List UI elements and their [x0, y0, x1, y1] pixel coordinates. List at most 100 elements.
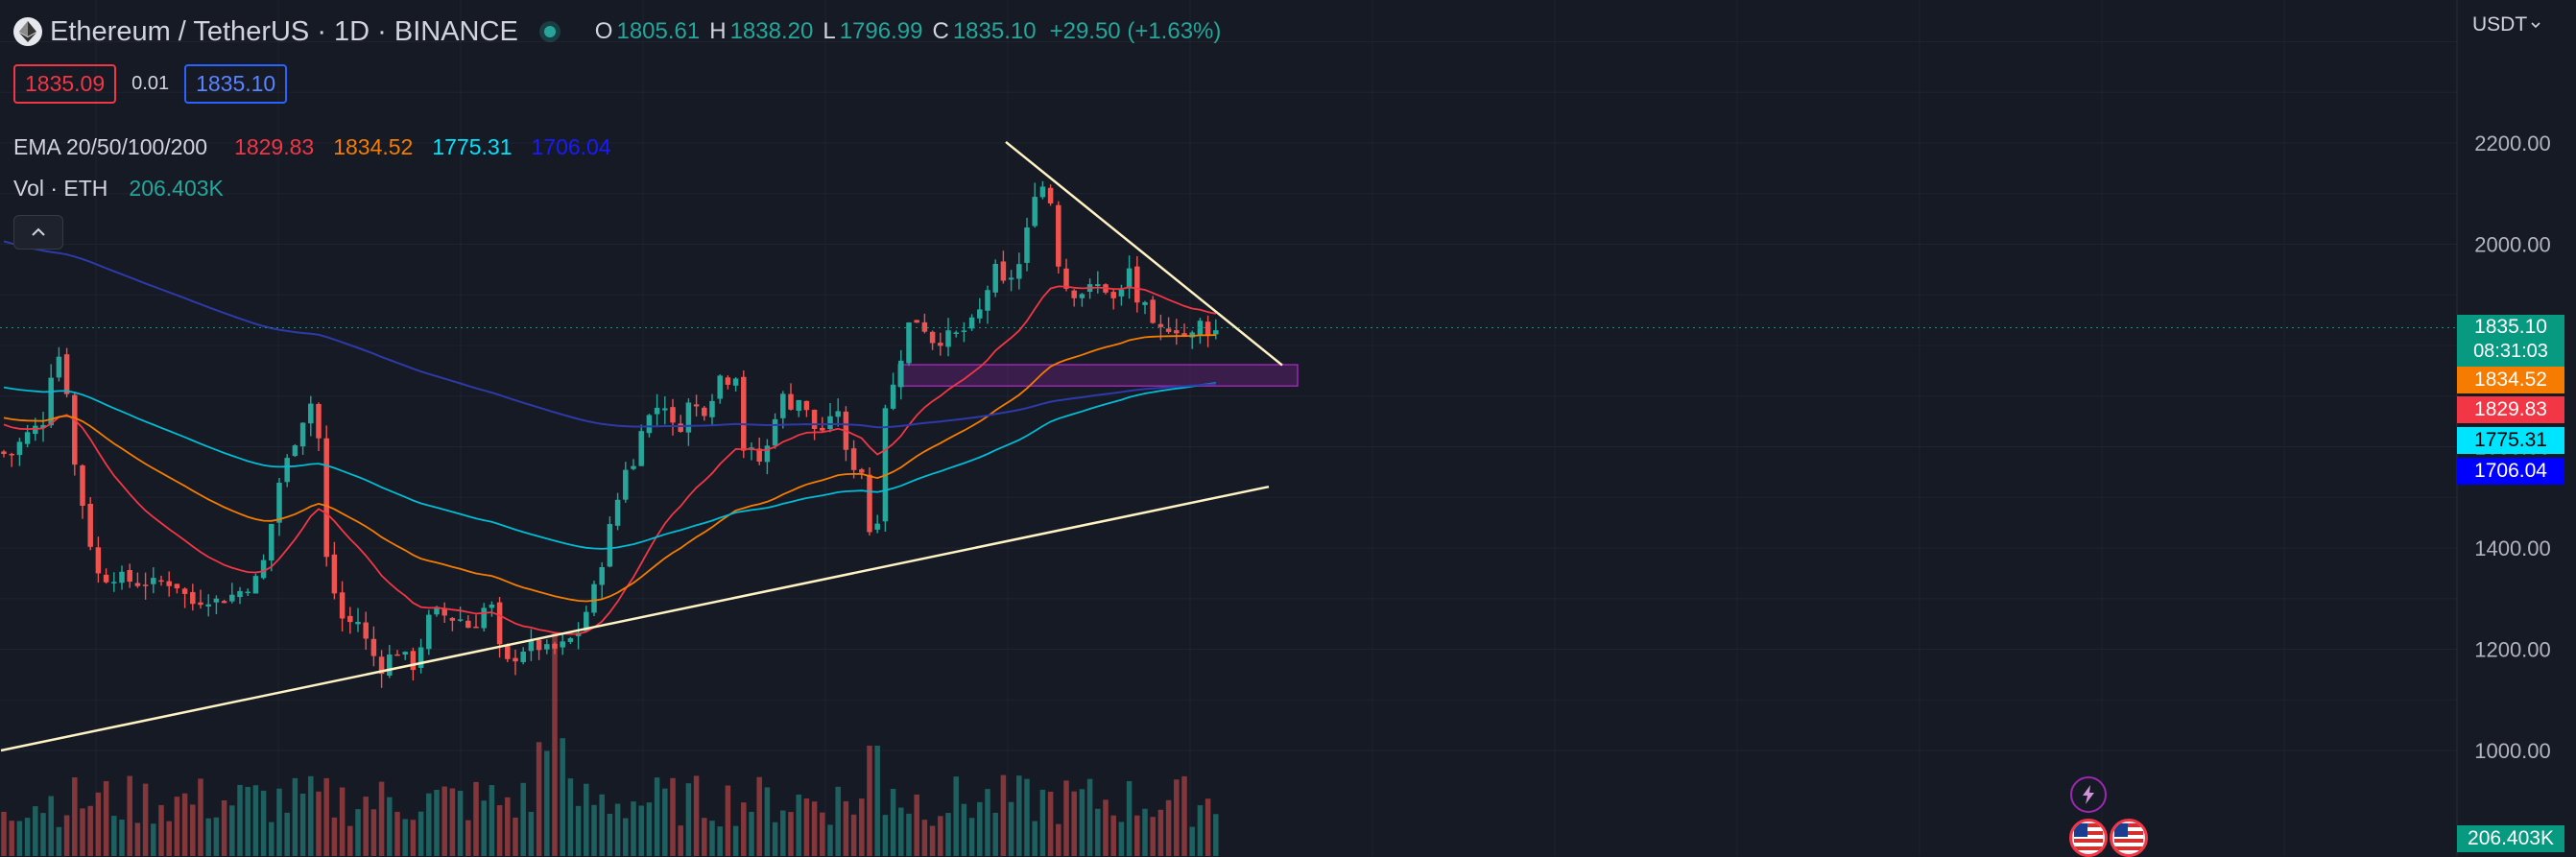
y-tick-label: 1000.00	[2474, 739, 2551, 763]
volume-bar	[142, 783, 149, 856]
candle-body	[410, 651, 417, 671]
candle-body	[40, 424, 46, 428]
buy-button[interactable]: 1835.10	[184, 63, 288, 104]
volume-bar	[292, 777, 298, 856]
candle-body	[252, 576, 259, 594]
ema-legend[interactable]: EMA 20/50/100/200 1829.83 1834.52 1775.3…	[13, 125, 1221, 169]
ethereum-icon	[13, 17, 42, 46]
volume-bars	[1, 633, 1219, 856]
candle-body	[685, 402, 692, 433]
candle-body	[1126, 268, 1133, 289]
volume-bar	[426, 793, 432, 856]
volume-bar	[119, 819, 125, 856]
candle-body	[16, 441, 23, 456]
candle-body	[631, 465, 636, 469]
volume-bar	[48, 796, 54, 856]
volume-bar	[473, 781, 479, 856]
candle-body	[874, 523, 880, 530]
collapse-legend-button[interactable]	[13, 215, 63, 250]
candle-body	[370, 638, 377, 656]
candle-body	[835, 411, 841, 417]
candle-body	[1213, 330, 1219, 335]
candle-body	[614, 499, 621, 526]
last-price-value: 1835.10	[2474, 316, 2547, 338]
currency-label: USDT	[2472, 13, 2528, 36]
volume-bar	[481, 800, 487, 856]
volume-bar	[732, 825, 739, 856]
candle-body	[977, 309, 983, 319]
volume-bar	[709, 821, 715, 856]
market-status-icon[interactable]	[538, 21, 561, 42]
candle-body	[190, 591, 196, 605]
close-label: C	[932, 18, 949, 44]
volume-bar	[127, 775, 132, 856]
volume-bar	[780, 810, 786, 856]
currency-selector[interactable]: USDT	[2472, 13, 2540, 36]
volume-bar	[166, 821, 172, 856]
candle-body	[363, 622, 369, 639]
candle-body	[638, 431, 644, 466]
volume-bar	[584, 783, 589, 856]
candle-body	[221, 601, 227, 604]
candle-body	[1150, 299, 1156, 323]
symbol-row: Ethereum / TetherUS · 1D · BINANCE O 180…	[13, 0, 1221, 63]
volume-bar	[929, 825, 936, 856]
candle-body	[850, 448, 857, 470]
support-zone	[897, 364, 1299, 387]
volume-bar	[820, 812, 825, 856]
candle-body	[299, 422, 306, 447]
candle-body	[1181, 333, 1187, 336]
ema-lines	[3, 240, 1216, 635]
volume-bar	[772, 821, 778, 856]
candle-body	[111, 582, 117, 583]
volume-bar	[1063, 780, 1069, 856]
volume-bar	[33, 806, 38, 856]
candle-body	[245, 591, 250, 594]
candle-body	[584, 611, 589, 631]
candle-body	[678, 423, 683, 432]
candle-body	[741, 376, 747, 451]
candle-body	[174, 583, 180, 589]
volume-legend[interactable]: Vol · ETH 206.403K	[13, 169, 1221, 207]
candle-body	[788, 393, 794, 410]
candle-body	[292, 445, 298, 457]
last-price-tag: 1835.10 08:31:03	[2457, 315, 2564, 367]
volume-bar	[906, 813, 912, 856]
candle-body	[1000, 261, 1007, 281]
candles	[1, 180, 1219, 688]
candle-body	[72, 394, 78, 465]
us-flag-event-icon[interactable]	[2110, 819, 2148, 857]
candle-body	[80, 464, 85, 507]
volume-bar	[465, 820, 471, 856]
candle-body	[1134, 266, 1140, 303]
candle-body	[992, 264, 998, 293]
candle-body	[1174, 330, 1180, 334]
candle-body	[496, 602, 503, 645]
symbol-title[interactable]: Ethereum / TetherUS · 1D · BINANCE	[50, 15, 518, 47]
candle-body	[709, 400, 715, 417]
volume-bar	[953, 776, 959, 856]
ema-label: EMA 20/50/100/200	[13, 133, 208, 159]
sell-button[interactable]: 1835.09	[13, 63, 117, 104]
candle-body	[205, 604, 211, 607]
ema20-tag: 1829.83	[2457, 396, 2564, 423]
volume-bar	[284, 812, 290, 856]
candle-body	[670, 407, 676, 423]
volume-bar	[1, 811, 7, 856]
volume-bar	[229, 805, 235, 856]
volume-bar	[890, 789, 896, 856]
candle-body	[544, 644, 550, 650]
volume-bar	[859, 798, 865, 856]
volume-bar	[788, 812, 794, 856]
volume-bar	[269, 821, 274, 856]
candle-body	[417, 647, 424, 668]
candle-body	[772, 418, 778, 446]
candle-body	[1016, 264, 1022, 279]
lightning-event-icon[interactable]	[2070, 776, 2107, 813]
volume-bar	[181, 793, 188, 856]
volume-bar	[441, 786, 447, 856]
volume-bar	[95, 792, 102, 856]
us-flag-event-icon[interactable]	[2069, 819, 2108, 857]
volume-bar	[1157, 809, 1164, 856]
